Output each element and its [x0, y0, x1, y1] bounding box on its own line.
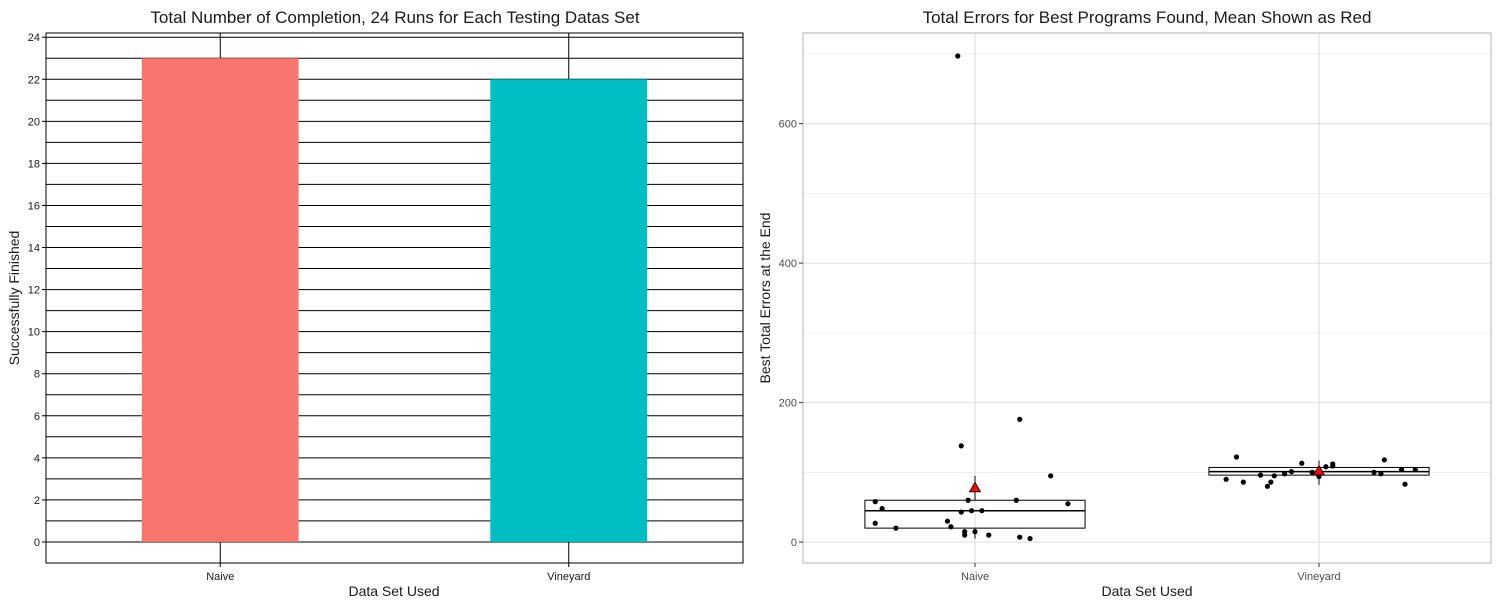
bar-chart-x-axis-title: Data Set Used	[348, 583, 439, 599]
box-plot-gridlines	[803, 33, 1491, 563]
box-plot-y-tick-label: 600	[779, 119, 797, 131]
box-plot-border	[802, 32, 1492, 564]
data-point	[872, 499, 878, 505]
data-point	[893, 525, 899, 531]
data-point	[1257, 472, 1264, 478]
mean-marker	[1312, 464, 1326, 476]
bar-chart-x-tick-label: Vineyard	[547, 571, 590, 583]
data-point	[965, 497, 971, 503]
mean-marker	[968, 481, 982, 493]
data-point	[1402, 481, 1408, 487]
box-plot-means	[968, 464, 1326, 493]
data-point	[958, 443, 964, 449]
data-point	[1233, 454, 1240, 460]
data-point	[1381, 457, 1387, 463]
data-point	[1013, 497, 1019, 503]
box-plot-title: Total Errors for Best Programs Found, Me…	[923, 8, 1372, 27]
box-plot-x-axis-title: Data Set Used	[1101, 583, 1192, 599]
bar-vineyard	[490, 79, 648, 542]
data-point	[1299, 460, 1305, 466]
data-point	[1017, 416, 1023, 422]
box-plot-x-tick-label: Naive	[961, 571, 989, 583]
data-point	[1271, 473, 1277, 479]
box-plot-y-axis-title: Best Total Errors at the End	[757, 213, 773, 384]
data-point	[1268, 479, 1274, 485]
box-plot-x-tick-label: Vineyard	[1297, 571, 1340, 583]
bar-chart-y-tick-label: 18	[28, 158, 40, 170]
data-point	[962, 532, 968, 538]
bar-chart-y-tick-label: 0	[34, 537, 40, 549]
data-point	[979, 508, 985, 514]
data-point	[1017, 534, 1023, 540]
bar-chart-x-ticks: Naive Vineyard	[206, 563, 590, 583]
bar-chart-y-tick-label: 6	[34, 411, 40, 423]
data-point	[1240, 479, 1246, 485]
data-point	[1309, 469, 1315, 475]
bar-chart-title: Total Number of Completion, 24 Runs for …	[150, 8, 639, 27]
data-point	[948, 524, 954, 530]
data-point	[1371, 469, 1377, 475]
bar-chart-y-tick-label: 16	[28, 200, 40, 212]
bar-chart-y-tick-label: 10	[28, 327, 40, 339]
box-naive	[864, 499, 1086, 529]
bar-chart-panel: Total Number of Completion, 24 Runs for …	[6, 8, 744, 599]
bar-naive	[141, 58, 299, 542]
data-point	[1412, 466, 1418, 473]
data-point	[1264, 483, 1270, 489]
bar-chart-bars	[141, 58, 648, 542]
bar-chart-y-tick-label: 14	[28, 243, 40, 255]
box-plot-x-ticks: Naive Vineyard	[961, 563, 1341, 583]
bar-chart-y-tick-label: 24	[28, 32, 40, 44]
bar-chart-x-tick-label: Naive	[206, 571, 234, 583]
bar-chart-y-tick-label: 22	[28, 74, 40, 86]
box-plot-y-tick-label: 0	[791, 537, 797, 549]
data-point	[879, 506, 885, 512]
bar-chart-y-axis-title: Successfully Finished	[6, 231, 22, 366]
bar-chart-y-tick-label: 12	[28, 285, 40, 297]
bar-chart-y-tick-label: 2	[34, 495, 40, 507]
box-plot-y-tick-label: 400	[779, 258, 797, 270]
data-point	[1330, 463, 1336, 469]
data-point	[944, 518, 951, 524]
data-point	[1027, 535, 1033, 542]
box-plot-points	[872, 53, 1418, 542]
data-point	[1223, 476, 1229, 482]
data-point	[968, 508, 975, 514]
bar-chart-y-tick-label: 8	[34, 369, 40, 381]
data-point	[1048, 473, 1054, 479]
box-plot-y-tick-label: 200	[779, 398, 797, 410]
bar-chart-border	[45, 32, 744, 564]
data-point	[972, 529, 978, 535]
data-point	[1288, 469, 1295, 475]
data-point	[872, 520, 878, 526]
bar-chart-y-tick-label: 20	[28, 116, 40, 128]
box-plot-y-ticks: 0 200 400 600	[779, 119, 803, 549]
bar-chart-y-tick-label: 4	[34, 453, 40, 465]
data-point	[986, 532, 992, 538]
data-point	[1398, 466, 1405, 473]
data-point	[1378, 471, 1384, 477]
data-point	[955, 53, 961, 59]
data-point	[1282, 471, 1288, 477]
data-point	[958, 509, 964, 515]
box-plot-panel: Total Errors for Best Programs Found, Me…	[757, 8, 1492, 599]
data-point	[1323, 464, 1329, 470]
data-point	[1065, 501, 1071, 507]
